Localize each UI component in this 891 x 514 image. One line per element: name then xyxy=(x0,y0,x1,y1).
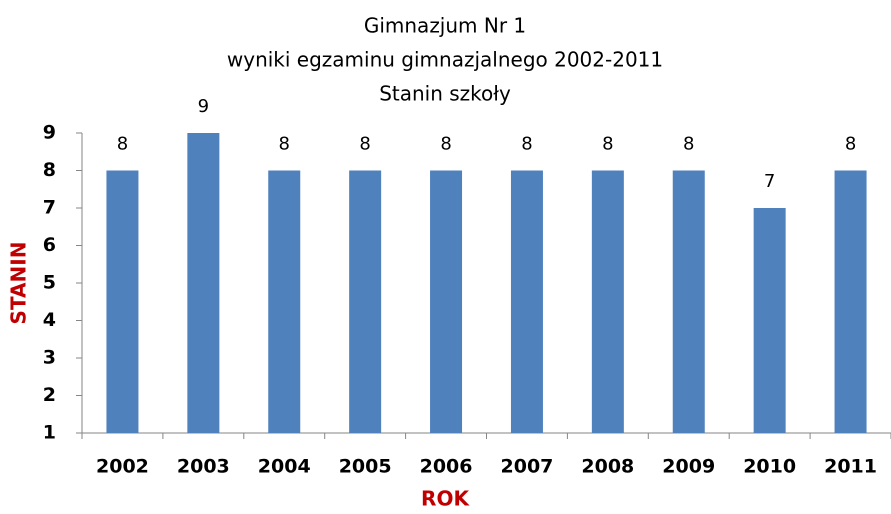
chart-title: Stanin szkoły xyxy=(379,82,511,106)
bar xyxy=(187,133,220,433)
data-label: 8 xyxy=(602,134,613,155)
data-label: 9 xyxy=(198,96,209,117)
data-label: 8 xyxy=(521,134,532,155)
x-tick-label: 2006 xyxy=(420,456,473,478)
data-label: 8 xyxy=(117,134,128,155)
bar xyxy=(753,208,786,433)
bar xyxy=(591,170,624,433)
data-label: 8 xyxy=(845,134,856,155)
x-tick-label: 2010 xyxy=(743,456,796,478)
bar xyxy=(834,170,867,433)
data-label: 7 xyxy=(764,171,775,192)
bar xyxy=(430,170,463,433)
data-label: 8 xyxy=(683,134,694,155)
bar xyxy=(268,170,301,433)
y-tick-label: 6 xyxy=(43,234,56,256)
bar xyxy=(106,170,139,433)
y-tick-label: 4 xyxy=(43,309,56,331)
chart-title: wyniki egzaminu gimnazjalnego 2002-2011 xyxy=(227,48,663,72)
x-axis-label: ROK xyxy=(421,487,470,511)
y-tick-label: 5 xyxy=(43,272,56,294)
bar xyxy=(349,170,382,433)
data-label: 8 xyxy=(440,134,451,155)
x-tick-label: 2004 xyxy=(258,456,311,478)
bar xyxy=(672,170,705,433)
y-tick-label: 3 xyxy=(43,347,56,369)
x-tick-label: 2009 xyxy=(662,456,715,478)
x-tick-label: 2008 xyxy=(581,456,634,478)
x-tick-label: 2005 xyxy=(339,456,392,478)
y-tick-label: 9 xyxy=(43,122,56,144)
x-tick-label: 2011 xyxy=(824,456,877,478)
chart-title: Gimnazjum Nr 1 xyxy=(364,14,526,38)
x-tick-label: 2007 xyxy=(501,456,554,478)
y-tick-label: 1 xyxy=(43,422,56,444)
y-tick-label: 7 xyxy=(43,197,56,219)
y-tick-label: 8 xyxy=(43,159,56,181)
x-tick-label: 2002 xyxy=(96,456,149,478)
bar xyxy=(510,170,543,433)
x-tick-label: 2003 xyxy=(177,456,230,478)
data-label: 8 xyxy=(279,134,290,155)
y-axis-label: STANIN xyxy=(7,242,31,325)
data-label: 8 xyxy=(359,134,370,155)
y-tick-label: 2 xyxy=(43,384,56,406)
